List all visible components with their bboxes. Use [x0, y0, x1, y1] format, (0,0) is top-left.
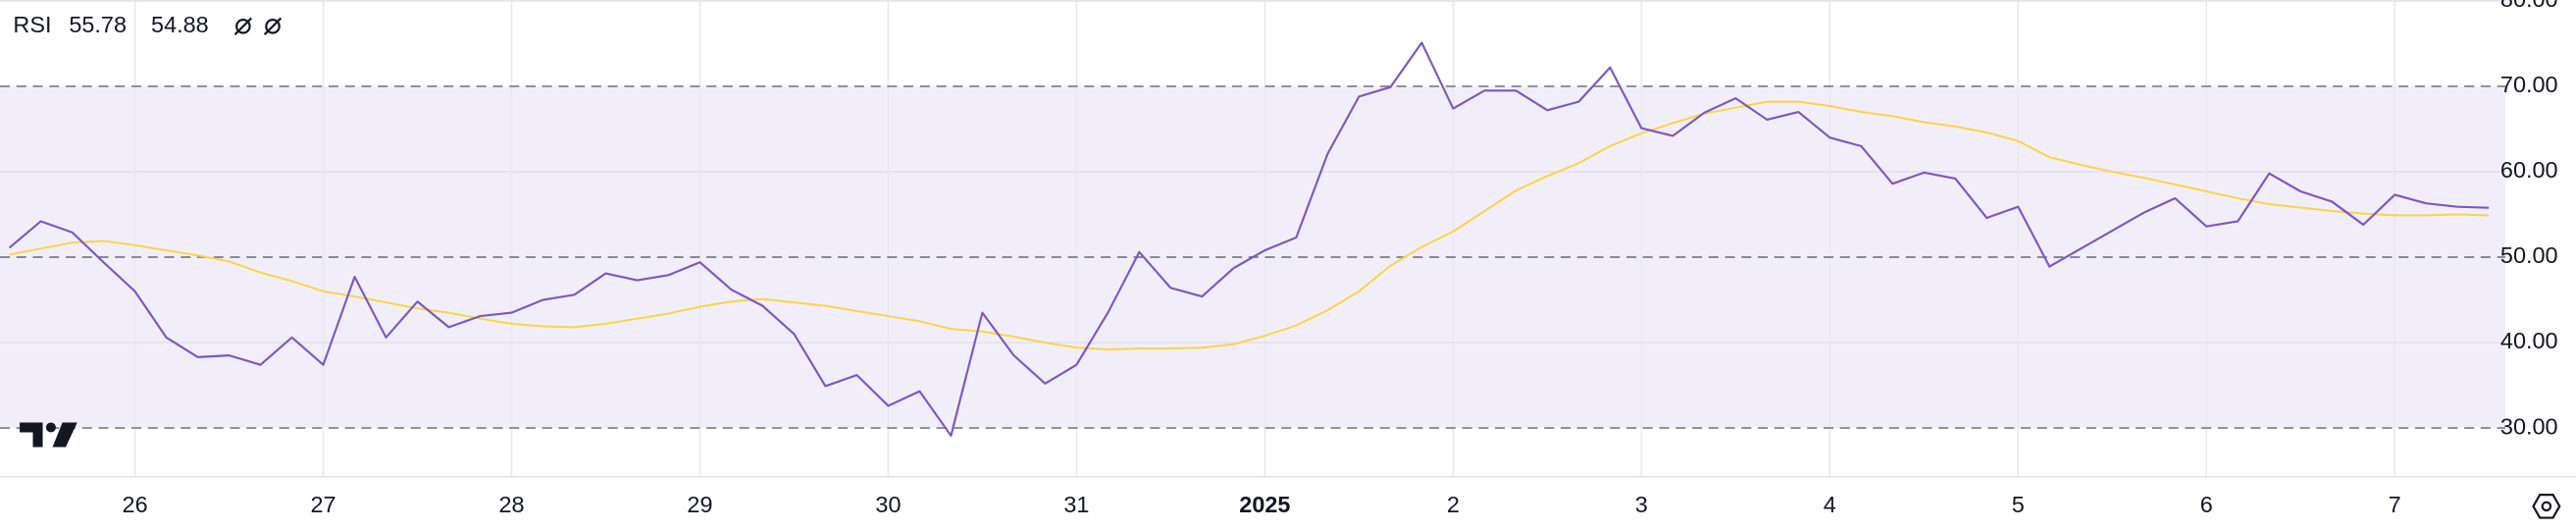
- x-tick-label: 3: [1635, 492, 1648, 517]
- y-tick-label: 30.00: [2500, 413, 2558, 439]
- logo-part: [45, 422, 56, 433]
- y-tick-label: 80.00: [2500, 0, 2558, 12]
- x-tick-label: 28: [498, 492, 524, 517]
- series-line: [8, 41, 2490, 438]
- y-tick-label: 70.00: [2500, 72, 2558, 97]
- y-tick-label: 40.00: [2500, 328, 2558, 353]
- x-tick-label: 5: [2012, 492, 2025, 517]
- settings-icon[interactable]: [2532, 494, 2561, 519]
- logo-part: [20, 422, 43, 448]
- icon-slash: [263, 17, 283, 35]
- x-tick-label: 2025: [1239, 492, 1290, 517]
- x-tick-label: 7: [2389, 492, 2401, 517]
- y-tick-label: 50.00: [2500, 242, 2558, 268]
- x-tick-label: 29: [687, 492, 712, 517]
- icon-circle: [2541, 501, 2552, 512]
- logo-part: [52, 422, 77, 448]
- x-tick-label: 30: [875, 492, 901, 517]
- x-tick-label: 6: [2200, 492, 2213, 517]
- legend-value: 55.78: [69, 12, 127, 37]
- x-tick-label: 26: [123, 492, 148, 517]
- y-tick-label: 60.00: [2500, 157, 2558, 183]
- x-tick-label: 4: [1824, 492, 1836, 517]
- tradingview-logo[interactable]: [20, 422, 77, 448]
- x-tick-label: 31: [1063, 492, 1089, 517]
- icon-circle: [265, 19, 281, 34]
- background-layer: [0, 0, 2576, 478]
- x-tick-label: 27: [311, 492, 336, 517]
- indicator-title: RSI: [13, 12, 51, 37]
- hidden-icon[interactable]: [233, 17, 253, 35]
- series-line: [9, 100, 2490, 351]
- icon-slash: [233, 17, 253, 35]
- icon-hexagon: [2532, 494, 2561, 519]
- hidden-icon[interactable]: [263, 17, 283, 35]
- line-layer: [8, 41, 2490, 438]
- legend-value: 54.88: [151, 12, 209, 37]
- icon-circle: [235, 19, 251, 34]
- x-tick-label: 2: [1447, 492, 1460, 517]
- label-layer: RSI 55.78 54.88 26 27 28 29 30 31 2025 2 3 4 5 6 7 30…: [13, 0, 2557, 517]
